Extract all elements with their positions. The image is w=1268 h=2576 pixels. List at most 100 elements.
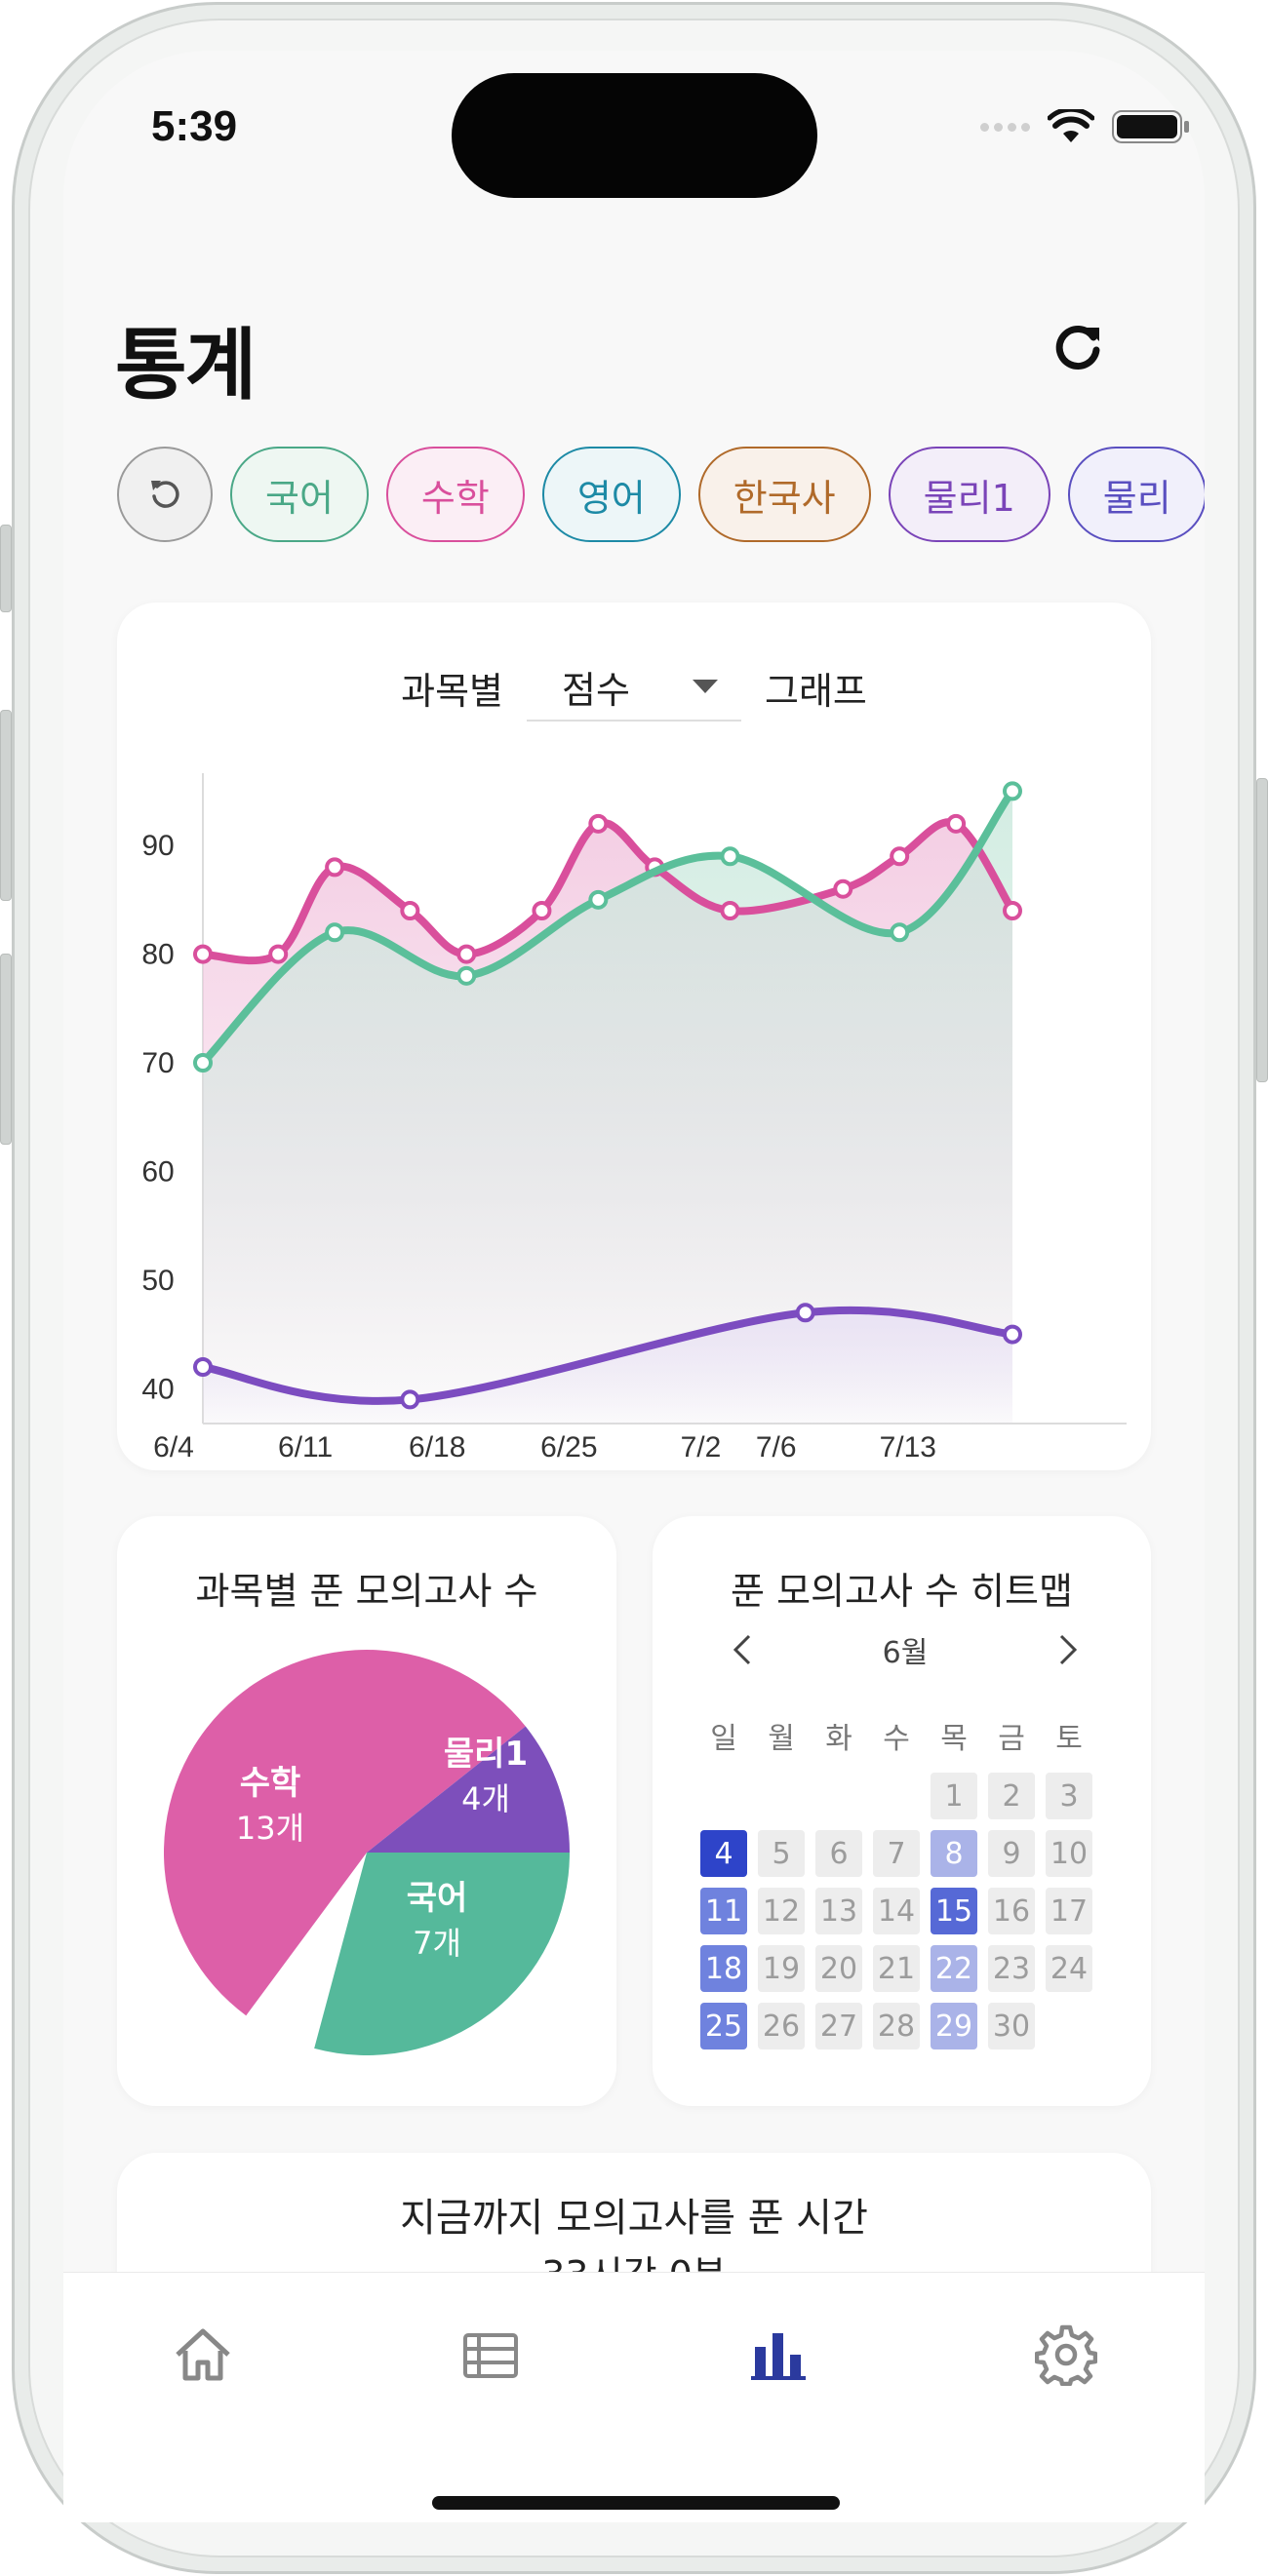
data-point-math[interactable] — [946, 813, 967, 834]
chip-math[interactable]: 수학 — [385, 447, 525, 542]
prev-month-icon[interactable] — [732, 1633, 753, 1666]
pie-slice-korean[interactable] — [314, 1853, 570, 2055]
calendar-day[interactable]: 18 — [700, 1945, 747, 1992]
data-point-korean[interactable] — [325, 922, 345, 943]
refresh-icon[interactable] — [1050, 320, 1105, 374]
tab-bar — [63, 2272, 1205, 2522]
calendar-day[interactable]: 15 — [931, 1888, 977, 1934]
chip-english[interactable]: 영어 — [541, 447, 681, 542]
data-point-math[interactable] — [833, 878, 853, 899]
calendar-day[interactable]: 28 — [873, 2003, 920, 2049]
x-tick-label: 7/6 — [756, 1431, 797, 1464]
data-point-math[interactable] — [456, 944, 477, 964]
y-tick-label: 60 — [141, 1155, 174, 1188]
calendar-day[interactable]: 16 — [988, 1888, 1035, 1934]
y-tick-label: 50 — [141, 1265, 174, 1297]
score-graph-card: 과목별 점수 그래프 40 50 60 70 80 90 6/4 6/11 6/18 6/25 7/… — [117, 603, 1151, 1470]
calendar-day[interactable]: 9 — [988, 1830, 1035, 1877]
data-point-math[interactable] — [193, 944, 213, 964]
dynamic-island — [452, 73, 817, 198]
home-icon[interactable] — [172, 2323, 234, 2386]
data-point-math[interactable] — [720, 901, 740, 920]
data-point-korean[interactable] — [720, 846, 740, 867]
subject-count-card: 과목별 푼 모의고사 수 수학 13개 물리1 4개 국어 7개 — [117, 1516, 616, 2106]
pie-title: 과목별 푼 모의고사 수 — [195, 1570, 538, 1613]
weekday-label: 금 — [998, 1722, 1025, 1756]
data-point-math[interactable] — [400, 901, 420, 920]
y-tick-label: 40 — [141, 1373, 174, 1405]
home-indicator[interactable] — [432, 2496, 840, 2510]
calendar-day[interactable]: 17 — [1046, 1888, 1092, 1934]
day-grid: 1 2 3 4 5 6 7 8 9 10 11 12 13 14 15 16 17 18 19 20 21 22 23 24 2… — [700, 1773, 1110, 2049]
stats-icon[interactable] — [747, 2323, 810, 2386]
calendar-day[interactable]: 20 — [815, 1945, 862, 1992]
calendar-day[interactable]: 30 — [988, 2003, 1035, 2049]
calendar-day[interactable]: 11 — [700, 1888, 747, 1934]
calendar-day[interactable]: 10 — [1046, 1830, 1092, 1877]
pie-slice-physics1[interactable] — [367, 1726, 570, 1853]
calendar-day[interactable]: 1 — [931, 1773, 977, 1819]
calendar-day[interactable]: 23 — [988, 1945, 1035, 1992]
calendar-nav: 6월 — [732, 1628, 1079, 1671]
data-point-korean[interactable] — [588, 889, 609, 910]
calendar-empty-cell — [700, 1773, 747, 1819]
metric-dropdown[interactable]: 점수 — [527, 653, 741, 722]
study-time-title: 지금까지 모의고사를 푼 시간 — [400, 2196, 868, 2241]
subject-filter-bar: 국어 수학 영어 한국사 물리1 물리 — [117, 447, 1205, 542]
data-point-math[interactable] — [588, 813, 609, 834]
calendar-day[interactable]: 6 — [815, 1830, 862, 1877]
calendar-day[interactable]: 13 — [815, 1888, 862, 1934]
heatmap-title: 푼 모의고사 수 히트맵 — [731, 1570, 1073, 1613]
data-point-math[interactable] — [268, 944, 289, 964]
calendar-day[interactable]: 22 — [931, 1945, 977, 1992]
calendar-day[interactable]: 14 — [873, 1888, 920, 1934]
dropdown-arrow-icon — [693, 680, 718, 693]
chip-physics1[interactable]: 물리1 — [888, 447, 1050, 542]
calendar-day[interactable]: 12 — [758, 1888, 805, 1934]
calendar-day[interactable]: 7 — [873, 1830, 920, 1877]
list-icon[interactable] — [459, 2323, 522, 2386]
data-point-math[interactable] — [325, 857, 345, 878]
data-point-physics1[interactable] — [795, 1303, 815, 1323]
chip-korean[interactable]: 국어 — [230, 447, 369, 542]
data-point-math[interactable] — [1003, 901, 1022, 920]
x-tick-label: 6/11 — [278, 1431, 333, 1464]
calendar-day[interactable]: 3 — [1046, 1773, 1092, 1819]
calendar-day[interactable]: 5 — [758, 1830, 805, 1877]
score-line-chart: 40 50 60 70 80 90 6/4 6/11 6/18 6/25 7/2 7/6 7/13 — [141, 773, 1127, 1464]
graph-prefix: 과목별 — [401, 669, 503, 713]
data-point-math[interactable] — [532, 901, 552, 920]
chip-physics[interactable]: 물리 — [1067, 447, 1205, 542]
data-point-korean[interactable] — [456, 965, 477, 986]
data-point-physics1[interactable] — [1003, 1324, 1022, 1345]
pie-slice-math[interactable] — [164, 1650, 526, 2016]
month-label: 6월 — [882, 1636, 929, 1670]
data-point-korean[interactable] — [193, 1053, 213, 1073]
calendar-day[interactable]: 21 — [873, 1945, 920, 1992]
calendar-day[interactable]: 26 — [758, 2003, 805, 2049]
settings-icon[interactable] — [1034, 2323, 1098, 2387]
calendar-day[interactable]: 4 — [700, 1830, 747, 1877]
reset-filter-button[interactable] — [117, 447, 213, 542]
data-point-physics1[interactable] — [400, 1389, 420, 1410]
data-point-korean[interactable] — [890, 922, 910, 943]
weekday-label: 토 — [1055, 1722, 1083, 1756]
calendar-day[interactable]: 24 — [1046, 1945, 1092, 1992]
data-point-physics1[interactable] — [193, 1357, 213, 1377]
calendar-day[interactable]: 19 — [758, 1945, 805, 1992]
calendar-day[interactable]: 2 — [988, 1773, 1035, 1819]
data-point-math[interactable] — [890, 846, 910, 867]
calendar-day[interactable]: 27 — [815, 2003, 862, 2049]
calendar-day[interactable]: 8 — [931, 1830, 977, 1877]
weekday-label: 목 — [940, 1722, 968, 1756]
calendar-day[interactable]: 25 — [700, 2003, 747, 2049]
series-line-physics1 — [199, 1306, 1016, 1405]
weekday-label: 화 — [825, 1722, 852, 1756]
calendar-day[interactable]: 29 — [931, 2003, 977, 2049]
pie-count-physics1: 4개 — [461, 1780, 510, 1817]
chip-korean-history[interactable]: 한국사 — [697, 447, 871, 542]
next-month-icon[interactable] — [1057, 1633, 1079, 1666]
volume-up-button — [0, 710, 12, 901]
data-point-korean[interactable] — [1003, 781, 1022, 801]
